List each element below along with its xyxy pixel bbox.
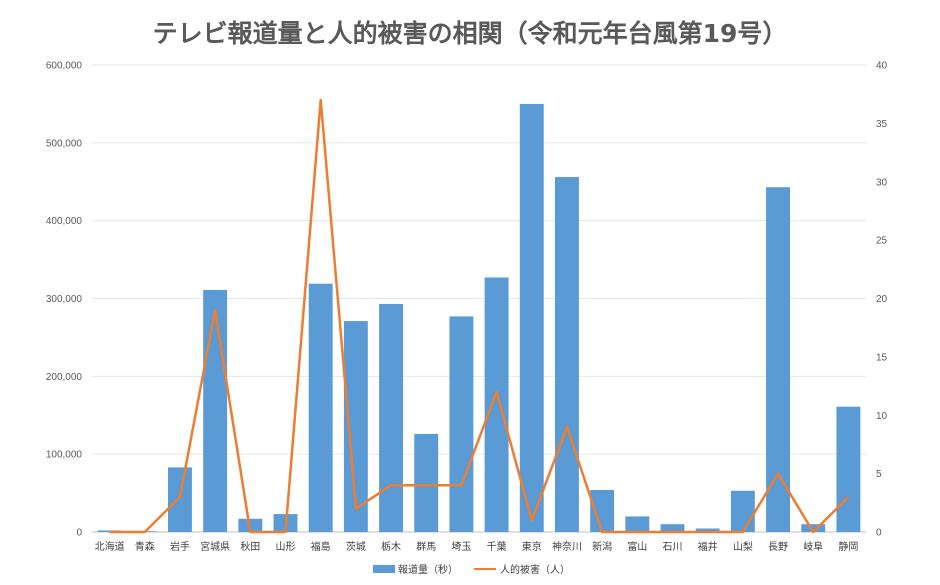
legend: 報道量（秒） 人的被害（人） bbox=[373, 563, 570, 576]
bar bbox=[379, 303, 404, 532]
line-series bbox=[109, 98, 850, 534]
category-label: 岐阜 bbox=[803, 540, 823, 553]
category-label: 群馬 bbox=[416, 540, 436, 553]
left-tick-label: 600,000 bbox=[46, 61, 83, 72]
category-label: 北海道 bbox=[95, 540, 125, 553]
bar bbox=[343, 321, 368, 532]
category-label: 栃木 bbox=[381, 540, 401, 553]
right-tick-label: 5 bbox=[876, 469, 882, 480]
right-tick-label: 10 bbox=[876, 411, 888, 422]
bar bbox=[308, 283, 333, 532]
right-tick-label: 40 bbox=[876, 61, 888, 72]
right-tick-label: 20 bbox=[876, 294, 888, 305]
left-tick-label: 100,000 bbox=[46, 450, 83, 461]
bar bbox=[203, 289, 228, 532]
line-path bbox=[109, 98, 850, 534]
category-label: 宮城県 bbox=[200, 540, 230, 553]
category-label: 青森 bbox=[135, 540, 155, 553]
bar bbox=[590, 489, 615, 532]
left-tick-label: 300,000 bbox=[46, 294, 83, 305]
category-label: 千葉 bbox=[487, 540, 507, 553]
category-label: 岩手 bbox=[170, 540, 190, 553]
category-label: 福島 bbox=[311, 540, 331, 553]
bar bbox=[97, 530, 122, 532]
right-tick-label: 30 bbox=[876, 177, 888, 188]
category-label: 東京 bbox=[522, 540, 542, 553]
bar bbox=[660, 524, 685, 532]
right-tick-label: 35 bbox=[876, 119, 888, 130]
bar bbox=[730, 490, 755, 532]
right-axis-ticks: 0 5 10 15 20 25 30 35 40 bbox=[876, 61, 888, 539]
bar bbox=[766, 187, 791, 532]
category-label: 茨城 bbox=[346, 540, 366, 553]
category-label: 富山 bbox=[627, 540, 647, 553]
bar bbox=[554, 177, 579, 532]
legend-bar-label: 報道量（秒） bbox=[398, 563, 458, 576]
right-tick-label: 25 bbox=[876, 236, 888, 247]
legend-bar-swatch bbox=[373, 565, 395, 573]
category-label: 静岡 bbox=[838, 540, 858, 553]
bar bbox=[449, 316, 474, 532]
category-label: 石川 bbox=[663, 542, 683, 553]
category-labels: 北海道 青森 岩手 宮城県 秋田 山形 福島 茨城 栃木 群馬 埼玉 千葉 東京 神奈川 新潟 富山 石川 福井 山… bbox=[95, 540, 859, 553]
category-label: 山梨 bbox=[733, 540, 753, 553]
bar bbox=[625, 516, 650, 532]
bar-series bbox=[97, 103, 861, 533]
category-label: 埼玉 bbox=[451, 540, 471, 553]
bar bbox=[167, 467, 192, 532]
legend-line-label: 人的被害（人） bbox=[500, 563, 570, 576]
bar bbox=[519, 103, 544, 533]
category-label: 神奈川 bbox=[552, 540, 582, 553]
right-tick-label: 15 bbox=[876, 352, 888, 363]
left-tick-label: 200,000 bbox=[46, 372, 83, 383]
category-label: 山形 bbox=[276, 541, 296, 553]
left-tick-label: 0 bbox=[76, 528, 82, 539]
left-tick-label: 500,000 bbox=[46, 138, 83, 149]
bar bbox=[801, 524, 826, 532]
bar bbox=[414, 433, 439, 532]
category-label: 秋田 bbox=[240, 540, 260, 553]
bar bbox=[836, 406, 861, 532]
right-tick-label: 0 bbox=[876, 528, 882, 539]
bar bbox=[695, 528, 720, 532]
left-tick-label: 400,000 bbox=[46, 216, 83, 227]
category-label: 福井 bbox=[698, 540, 718, 553]
category-label: 新潟 bbox=[592, 540, 612, 553]
chart-title: テレビ報道量と人的被害の相関（令和元年台風第19号） bbox=[153, 19, 788, 48]
bar bbox=[484, 277, 509, 532]
category-label: 長野 bbox=[768, 541, 788, 553]
left-axis-ticks: 0 100,000 200,000 300,000 400,000 500,000 600,… bbox=[46, 61, 83, 539]
